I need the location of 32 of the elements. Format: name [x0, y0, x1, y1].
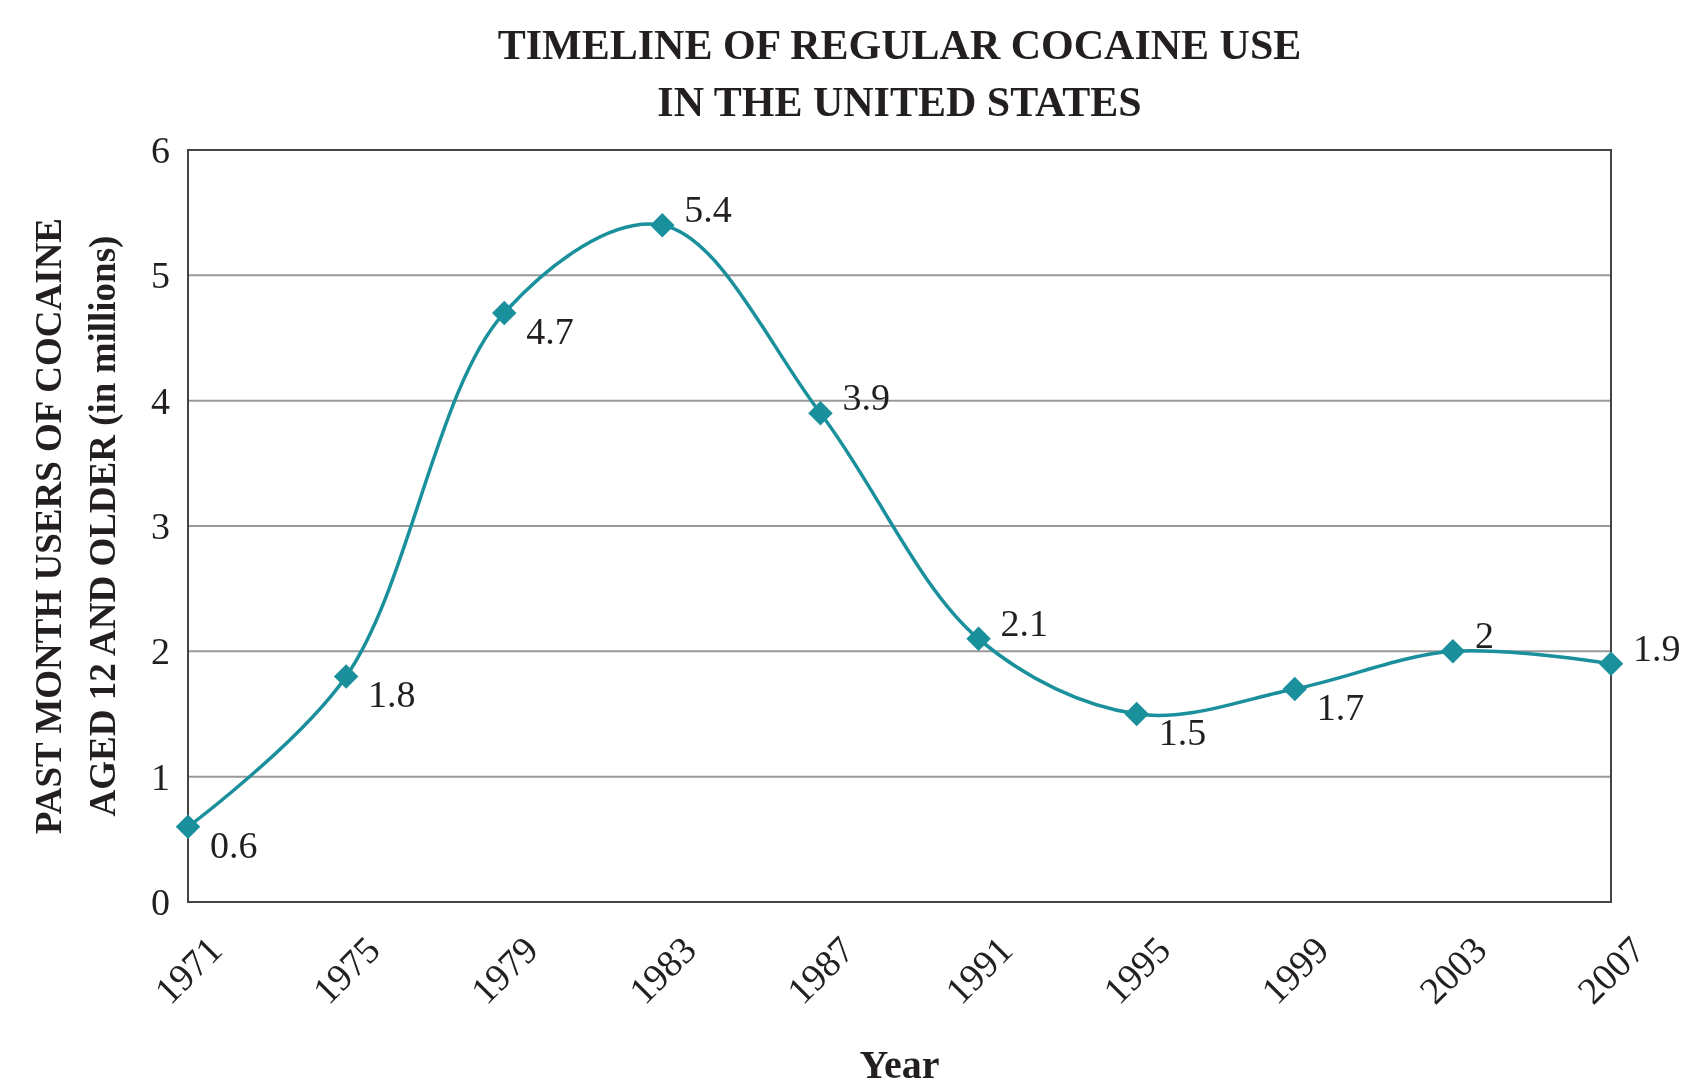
chart-title: TIMELINE OF REGULAR COCAINE USE IN THE UNITED STATES [497, 22, 1302, 125]
y-tick-label: 3 [151, 505, 170, 547]
point [1440, 639, 1466, 664]
point [650, 212, 675, 238]
y-tick-label: 6 [151, 129, 170, 171]
data-label: 1.9 [1633, 626, 1681, 669]
x-tick-label: 1991 [936, 928, 1021, 1012]
x-tick-label: 1971 [146, 928, 230, 1012]
y-tick-label: 4 [151, 379, 170, 422]
point [808, 400, 833, 426]
y-tick-label: 0 [151, 881, 170, 923]
data-label: 3.9 [842, 376, 890, 419]
data-label: 5.4 [684, 188, 732, 231]
x-axis-title: Year [859, 1041, 940, 1086]
data-label: 1.7 [1316, 685, 1365, 728]
y-tick-label: 2 [151, 630, 170, 673]
data-label: 4.7 [526, 309, 574, 352]
point [491, 300, 517, 326]
data-label: 2 [1474, 614, 1494, 657]
point [333, 664, 359, 689]
point [1282, 676, 1308, 702]
data-label: 1.8 [368, 673, 416, 716]
point [175, 814, 201, 840]
data-label: 2.1 [1000, 601, 1049, 644]
y-tick-label: 5 [151, 254, 170, 297]
point [1124, 701, 1149, 727]
data-label: 0.6 [210, 823, 258, 866]
y-axis-title: PAST MONTH USERS OF COCAINE AGED 12 AND OLDER (in millions) [27, 217, 124, 835]
point [966, 626, 991, 652]
y-tick-label: 1 [151, 755, 170, 798]
data-label: 1.5 [1158, 711, 1207, 753]
point [1598, 651, 1624, 677]
